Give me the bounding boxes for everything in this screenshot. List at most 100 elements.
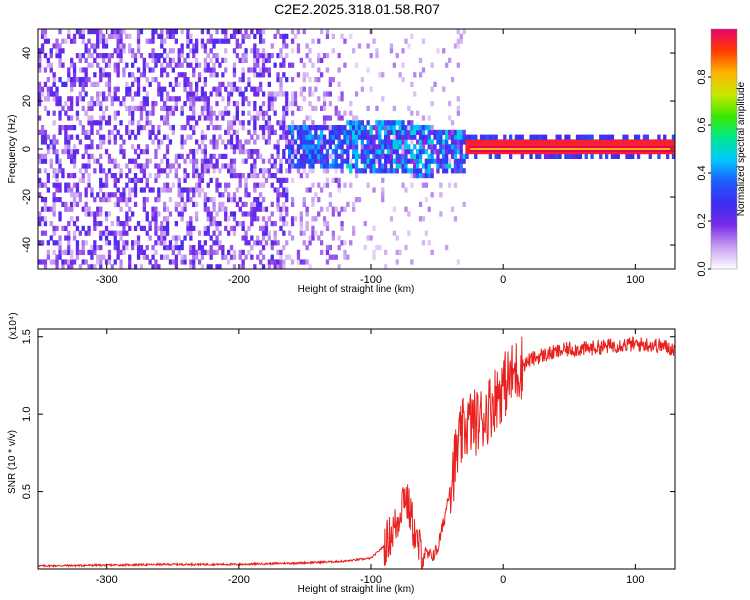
heatmap-cell bbox=[72, 81, 77, 87]
heatmap-cell bbox=[354, 120, 359, 126]
heatmap-cell bbox=[61, 125, 65, 131]
heatmap-cell bbox=[154, 259, 158, 265]
heatmap-cell bbox=[209, 197, 213, 203]
heatmap-cell bbox=[148, 81, 152, 87]
heatmap-cell bbox=[253, 53, 257, 59]
heatmap-cell bbox=[93, 57, 97, 63]
heatmap-cell bbox=[186, 96, 190, 102]
heatmap-cell bbox=[459, 149, 463, 155]
heatmap-cell bbox=[93, 221, 97, 227]
heatmap-cell bbox=[401, 163, 405, 169]
heatmap-cell bbox=[238, 29, 242, 35]
heatmap-cell bbox=[456, 43, 460, 49]
heatmap-cell bbox=[354, 115, 359, 121]
heatmap-cell bbox=[299, 163, 303, 169]
heatmap-cell bbox=[392, 125, 396, 131]
heatmap-cell bbox=[215, 225, 219, 231]
heatmap-cell bbox=[168, 125, 173, 131]
heatmap-cell bbox=[462, 153, 466, 159]
heatmap-cell bbox=[197, 62, 202, 68]
heatmap-cell bbox=[317, 67, 321, 73]
heatmap-cell bbox=[177, 57, 181, 63]
heatmap-cell bbox=[354, 129, 359, 135]
heatmap-cell bbox=[90, 29, 94, 35]
heatmap-cell bbox=[145, 216, 149, 222]
heatmap-cell bbox=[168, 163, 173, 169]
heatmap-cell bbox=[372, 125, 376, 131]
heatmap-cell bbox=[209, 216, 213, 222]
heatmap-cell bbox=[215, 182, 219, 188]
heatmap-cell bbox=[413, 144, 417, 150]
heatmap-cell bbox=[410, 125, 414, 131]
heatmap-cell bbox=[404, 38, 408, 44]
heatmap-cell bbox=[78, 249, 82, 255]
heatmap-cell bbox=[261, 129, 266, 135]
heatmap-cell bbox=[177, 153, 181, 159]
heatmap-cell bbox=[180, 62, 184, 68]
heatmap-cell bbox=[229, 158, 234, 164]
heatmap-cell bbox=[445, 144, 449, 150]
heatmap-cell bbox=[622, 134, 626, 140]
heatmap-cell bbox=[171, 33, 175, 39]
heatmap-cell bbox=[395, 144, 399, 150]
heatmap-cell bbox=[78, 53, 82, 59]
heatmap-cell bbox=[145, 163, 149, 169]
heatmap-cell bbox=[96, 101, 100, 107]
heatmap-cell bbox=[90, 245, 94, 251]
heatmap-cell bbox=[186, 192, 190, 198]
heatmap-cell bbox=[52, 110, 56, 116]
heatmap-cell bbox=[325, 158, 330, 164]
heatmap-cell bbox=[253, 57, 257, 63]
heatmap-cell bbox=[244, 86, 248, 92]
heatmap-cell bbox=[43, 182, 48, 188]
heatmap-cell bbox=[206, 105, 210, 111]
heatmap-cell bbox=[206, 230, 210, 236]
heatmap-cell bbox=[206, 101, 210, 107]
heatmap-cell bbox=[445, 134, 449, 140]
heatmap-cell bbox=[119, 120, 123, 126]
heatmap-cell bbox=[290, 91, 295, 97]
heatmap-cell bbox=[212, 72, 216, 78]
heatmap-cell bbox=[128, 72, 132, 78]
heatmap-cell bbox=[70, 173, 74, 179]
heatmap-cell bbox=[241, 158, 245, 164]
heatmap-cell bbox=[195, 139, 199, 145]
heatmap-cell bbox=[317, 211, 321, 217]
heatmap-cell bbox=[177, 211, 181, 217]
heatmap-cell bbox=[267, 91, 271, 97]
heatmap-cell bbox=[578, 134, 583, 140]
heatmap-cell bbox=[663, 134, 667, 140]
heatmap-cell bbox=[197, 230, 202, 236]
heatmap-cell bbox=[160, 168, 164, 174]
heatmap-cell bbox=[93, 211, 97, 217]
heatmap-cell bbox=[279, 91, 283, 97]
heatmap-cell bbox=[142, 57, 146, 63]
heatmap-cell bbox=[215, 53, 219, 59]
heatmap-cell bbox=[372, 158, 376, 164]
heatmap-cell bbox=[290, 163, 295, 169]
heatmap-cell bbox=[261, 245, 266, 251]
heatmap-cell bbox=[119, 38, 123, 44]
heatmap-cell bbox=[116, 110, 120, 116]
heatmap-cell bbox=[247, 139, 251, 145]
heatmap-cell bbox=[203, 249, 207, 255]
heatmap-cell bbox=[439, 182, 443, 188]
heatmap-cell bbox=[119, 29, 123, 35]
heatmap-cell bbox=[349, 129, 353, 135]
heatmap-cell bbox=[203, 163, 207, 169]
heatmap-cell bbox=[232, 249, 237, 255]
heatmap-cell bbox=[81, 67, 85, 73]
heatmap-cell bbox=[328, 144, 332, 150]
heatmap-cell bbox=[183, 81, 187, 87]
heatmap-cell bbox=[279, 192, 283, 198]
heatmap-cell bbox=[61, 81, 65, 87]
heatmap-cell bbox=[55, 153, 59, 159]
heatmap-cell bbox=[55, 43, 59, 49]
heatmap-cell bbox=[241, 91, 245, 97]
heatmap-cell bbox=[541, 139, 545, 145]
heatmap-cell bbox=[642, 134, 647, 140]
heatmap-cell bbox=[183, 125, 187, 131]
heatmap-cell bbox=[55, 139, 59, 145]
heatmap-cell bbox=[142, 72, 146, 78]
heatmap-cell bbox=[253, 43, 257, 49]
